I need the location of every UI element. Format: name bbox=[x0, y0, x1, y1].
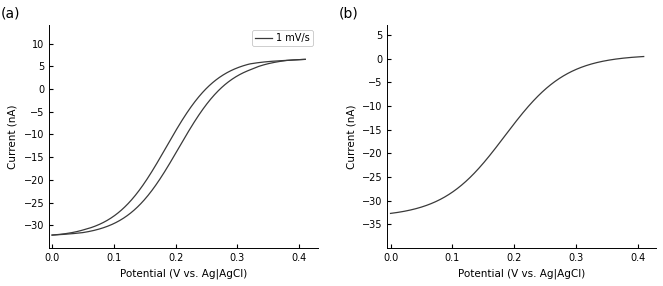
X-axis label: Potential (V vs. Ag|AgCl): Potential (V vs. Ag|AgCl) bbox=[458, 269, 585, 279]
Y-axis label: Current (nA): Current (nA) bbox=[8, 104, 18, 169]
Text: (b): (b) bbox=[339, 7, 359, 21]
Text: (a): (a) bbox=[1, 7, 20, 21]
Y-axis label: Current (nA): Current (nA) bbox=[346, 104, 357, 169]
Legend: 1 mV/s: 1 mV/s bbox=[252, 30, 313, 46]
X-axis label: Potential (V vs. Ag|AgCl): Potential (V vs. Ag|AgCl) bbox=[120, 269, 247, 279]
